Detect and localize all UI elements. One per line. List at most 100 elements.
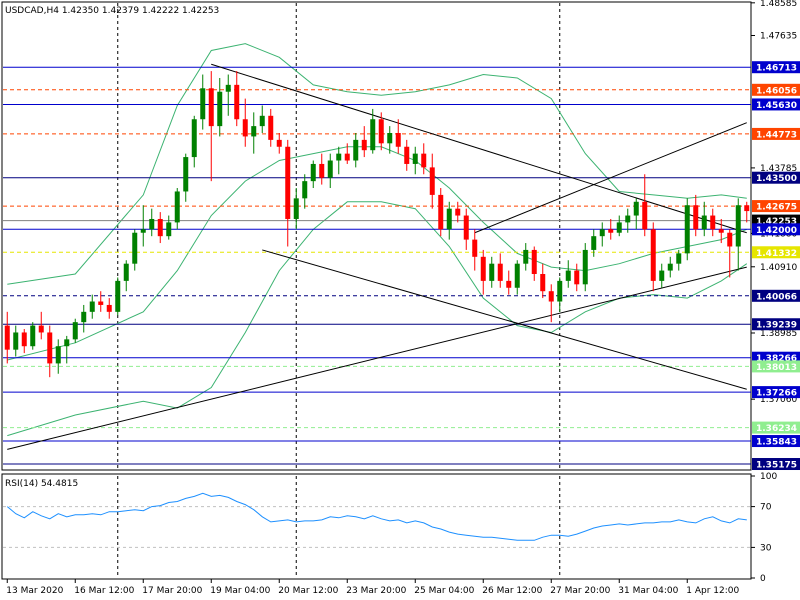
bearish-candle — [693, 194, 699, 237]
time-tick-label: 31 Mar 04:00 — [618, 586, 678, 596]
level-tag-label: 1.39239 — [756, 321, 797, 331]
bullish-candle — [591, 229, 597, 257]
level-tag-box — [752, 200, 800, 213]
candle-body — [404, 146, 410, 164]
candle-body — [157, 218, 163, 237]
candle-body — [659, 270, 665, 281]
horizontal-levels — [3, 66, 751, 465]
main-price-chart: USDCAD,H4 1.42350 1.42379 1.42222 1.4225… — [1, 0, 800, 471]
candle-body — [47, 332, 53, 364]
bearish-candle — [472, 229, 478, 271]
rsi-panel: RSI(14) 54.4815 100 70 30 0 — [1, 472, 777, 584]
rsi-tick-label: 70 — [760, 503, 772, 513]
bearish-candle — [361, 126, 367, 158]
candle-body — [98, 301, 104, 305]
bearish-candle — [276, 132, 282, 154]
level-tag-label: 1.44773 — [756, 130, 797, 140]
candle-body — [208, 88, 214, 127]
candle-body — [523, 249, 529, 264]
bullish-candle — [336, 146, 342, 175]
candle-body — [344, 153, 350, 161]
candle-body — [106, 304, 112, 312]
trendline — [211, 63, 747, 234]
candle-body — [701, 215, 707, 230]
bearish-candle — [710, 208, 716, 237]
trendline — [474, 122, 747, 234]
candle-body — [13, 332, 19, 350]
bearish-candle — [455, 201, 461, 223]
time-tick-label: 1 Apr 12:00 — [686, 586, 739, 596]
bullish-candle — [72, 318, 78, 343]
bearish-candle — [727, 229, 733, 278]
level-tag-box — [752, 61, 800, 74]
candle-body — [191, 119, 197, 158]
bearish-candle — [744, 201, 750, 223]
level-tag-box — [752, 318, 800, 331]
time-tick-label: 23 Mar 20:00 — [346, 586, 406, 596]
bearish-candle — [344, 143, 350, 164]
candle-body — [591, 236, 597, 250]
bullish-candle — [582, 243, 588, 292]
candle-body — [21, 332, 27, 347]
candle-body — [455, 208, 461, 216]
bullish-candle — [200, 74, 206, 130]
candle-body — [132, 232, 138, 264]
level-tag-box — [752, 98, 800, 111]
candle-body — [744, 205, 750, 212]
candle-body — [268, 115, 274, 140]
candle-body — [463, 215, 469, 240]
candle-body — [667, 263, 673, 271]
level-tag-label: 1.35843 — [756, 438, 797, 448]
level-tag-box — [752, 360, 800, 373]
bearish-candle — [531, 246, 537, 281]
candle-body — [472, 239, 478, 257]
level-tag-label: 1.37266 — [756, 389, 797, 399]
time-tick-label: 13 Mar 2020 — [6, 586, 63, 596]
candle-body — [72, 322, 78, 340]
bearish-candle — [421, 143, 427, 175]
candle-body — [89, 301, 95, 312]
candle-body — [361, 139, 367, 151]
candle-body — [140, 229, 146, 233]
bearish-candle — [395, 119, 401, 154]
candle-body — [234, 84, 240, 120]
bearish-candle — [285, 139, 291, 247]
candle-body — [259, 115, 265, 127]
candle-body — [446, 208, 452, 230]
bearish-candle — [38, 311, 44, 340]
candle-body — [489, 263, 495, 281]
bearish-candle — [608, 218, 614, 240]
bearish-candle — [438, 188, 444, 237]
bullish-candle — [13, 325, 19, 357]
candle-body — [599, 229, 605, 237]
chart-title: USDCAD,H4 1.42350 1.42379 1.42222 1.4225… — [5, 6, 219, 16]
level-tag-label: 1.46056 — [756, 86, 797, 96]
candlesticks — [4, 71, 750, 378]
bearish-candle — [548, 284, 554, 323]
level-tag-label: 1.42253 — [756, 217, 797, 227]
level-tag-label: 1.42000 — [756, 226, 797, 236]
level-tag-label: 1.42675 — [756, 203, 797, 213]
bullish-candle — [30, 322, 36, 350]
time-tick-label: 19 Mar 04:00 — [210, 586, 270, 596]
bullish-candle — [81, 304, 87, 333]
level-tag-box — [752, 171, 800, 184]
bullish-candle — [225, 74, 231, 116]
candle-body — [616, 222, 622, 233]
candle-body — [727, 232, 733, 247]
candle-body — [123, 263, 129, 281]
level-tag-label: 1.43500 — [756, 174, 797, 184]
candle-body — [497, 263, 503, 281]
bullish-candle — [667, 256, 673, 278]
bullish-candle — [599, 222, 605, 247]
candle-body — [293, 198, 299, 219]
time-tick-label: 27 Mar 20:00 — [550, 586, 610, 596]
price-tick-label: 1.37060 — [760, 395, 797, 405]
candle-body — [650, 229, 656, 281]
candle-body — [30, 325, 36, 347]
bearish-candle — [650, 222, 656, 292]
price-tick-label: 1.43785 — [760, 164, 797, 174]
candle-body — [225, 84, 231, 92]
candle-body — [412, 153, 418, 164]
